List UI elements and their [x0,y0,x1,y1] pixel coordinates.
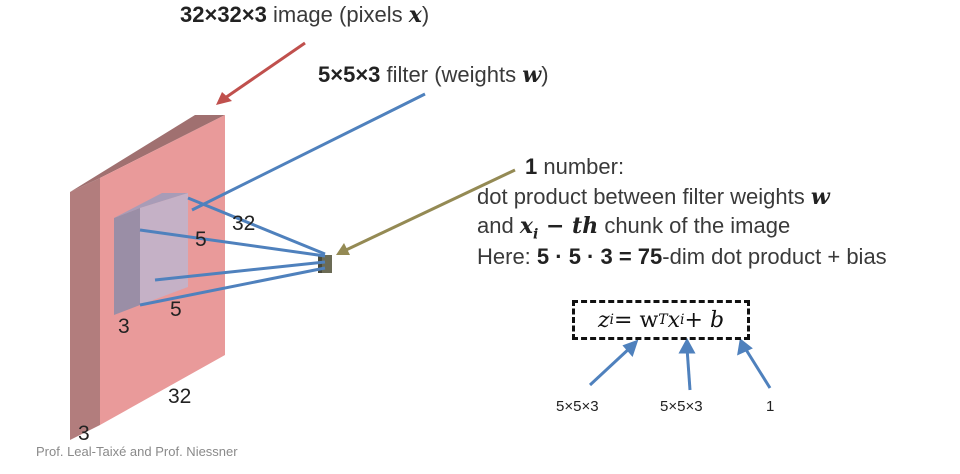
chunk-var: x [519,213,533,239]
formula-sup-t: T [658,312,668,328]
filter-close: ) [541,62,549,87]
z-dim-label: 5×5×3 [556,398,599,415]
b-dim-label: 1 [766,398,775,415]
formula-plus-b: + b [684,307,725,333]
output-pointer-arrow [336,168,516,255]
chunk-text: chunk of the image [598,213,791,238]
chunk-sub: i [532,226,539,243]
image-depth-label: 3 [78,422,90,445]
number-line2: dot product between filter weights w [477,184,830,210]
image-width-label: 32 [232,212,256,235]
image-height-label: 32 [168,385,192,408]
filter-cube-front [140,193,188,305]
here-text: Here: [477,244,537,269]
image-close: ) [421,2,430,27]
image-dims: 32×32×3 [180,2,267,27]
filter-dims: 5×5×3 [318,62,381,87]
product-calc: 5 · 5 · 3 = 75 [536,244,663,269]
th-text: − th [538,213,599,239]
image-text: image (pixels [266,2,409,27]
number-bold: 1 [525,154,538,179]
image-slab-side [70,178,100,440]
number-line4: Here: 5 · 5 · 3 = 75-dim dot product + b… [477,244,887,270]
formula-eq: = w [614,307,659,333]
number-line3: and xi − th chunk of the image [477,213,790,242]
filter-text: filter (weights [380,62,523,87]
image-pointer-arrow [216,41,306,105]
formula-sub-i: i [609,312,615,328]
filter-cube-left [114,208,140,315]
filter-label: 5×5×3 filter (weights w) [318,62,549,88]
formula-arrows [588,337,772,391]
image-var: x [408,2,422,28]
weights-var: w [810,184,830,210]
number-text: number: [537,154,625,179]
image-slab-top [70,115,225,192]
bias-text: -dim dot product + bias [662,244,887,269]
filter-depth-label: 3 [118,315,130,338]
formula-x: x [667,307,681,333]
formula-z: z [597,307,610,333]
filter-height-label: 5 [170,298,182,321]
dot-product-text: dot product between filter weights [477,184,811,209]
filter-width-label: 5 [195,228,207,251]
filter-var: w [522,62,542,88]
w-dim-label: 5×5×3 [660,398,703,415]
image-label: 32×32×3 image (pixels x) [180,2,429,28]
and-text: and [477,213,520,238]
formula-sub-i2: i [680,312,685,328]
projection-lines [139,92,426,307]
number-line1: 1 number: [525,154,624,180]
credit-text: Prof. Leal-Taixé and Prof. Niessner [36,444,238,459]
